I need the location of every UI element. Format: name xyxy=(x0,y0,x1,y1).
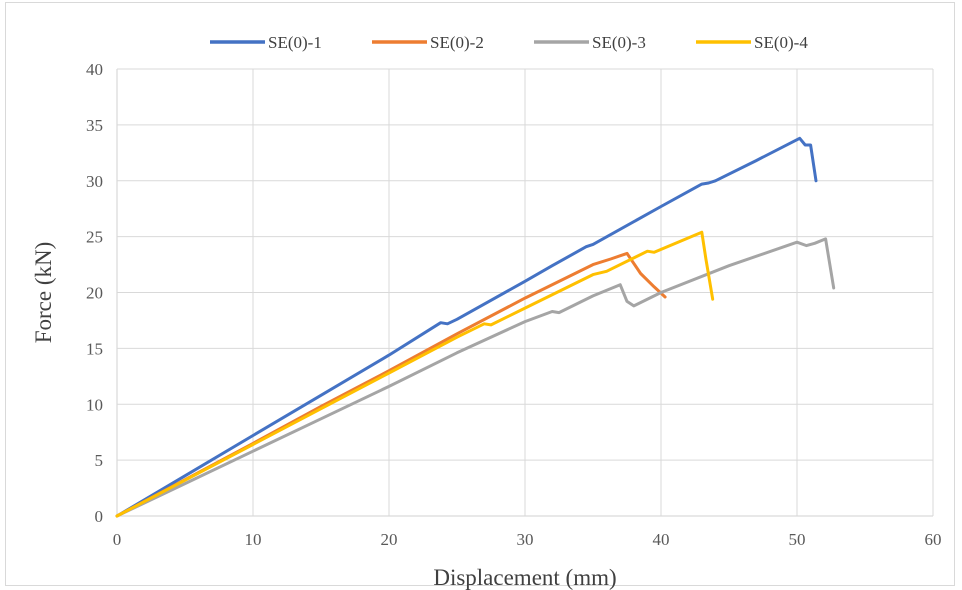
legend-label-3: SE(0)-3 xyxy=(592,33,646,52)
y-tick-label: 15 xyxy=(86,339,103,358)
y-tick-label: 35 xyxy=(86,116,103,135)
x-tick-label: 60 xyxy=(925,530,942,549)
x-axis-title: Displacement (mm) xyxy=(433,565,616,590)
y-tick-label: 30 xyxy=(86,172,103,191)
legend-label-1: SE(0)-1 xyxy=(268,33,322,52)
x-tick-label: 10 xyxy=(245,530,262,549)
x-tick-label: 20 xyxy=(381,530,398,549)
y-axis-title: Force (kN) xyxy=(31,242,56,344)
grid xyxy=(117,68,934,516)
axes xyxy=(116,69,933,517)
y-tick-label: 0 xyxy=(95,507,104,526)
legend: SE(0)-1 SE(0)-2 SE(0)-3 SE(0)-4 xyxy=(210,33,808,52)
x-tick-label: 30 xyxy=(517,530,534,549)
x-tick-label: 50 xyxy=(789,530,806,549)
y-tick-label: 25 xyxy=(86,228,103,247)
legend-label-2: SE(0)-2 xyxy=(430,33,484,52)
series-line-4 xyxy=(115,230,715,518)
y-tick-label: 20 xyxy=(86,284,103,303)
series-line-3 xyxy=(115,237,836,518)
series-line-1 xyxy=(115,136,818,518)
y-tick-label: 40 xyxy=(86,60,103,79)
y-tick-label: 10 xyxy=(86,395,103,414)
x-tick-label: 40 xyxy=(653,530,670,549)
x-tick-labels: 0 10 20 30 40 50 60 xyxy=(113,530,942,549)
series-lines xyxy=(115,136,836,518)
y-tick-labels: 0 5 10 15 20 25 30 35 40 xyxy=(86,60,103,526)
x-tick-label: 0 xyxy=(113,530,122,549)
legend-label-4: SE(0)-4 xyxy=(754,33,808,52)
y-tick-label: 5 xyxy=(95,451,104,470)
